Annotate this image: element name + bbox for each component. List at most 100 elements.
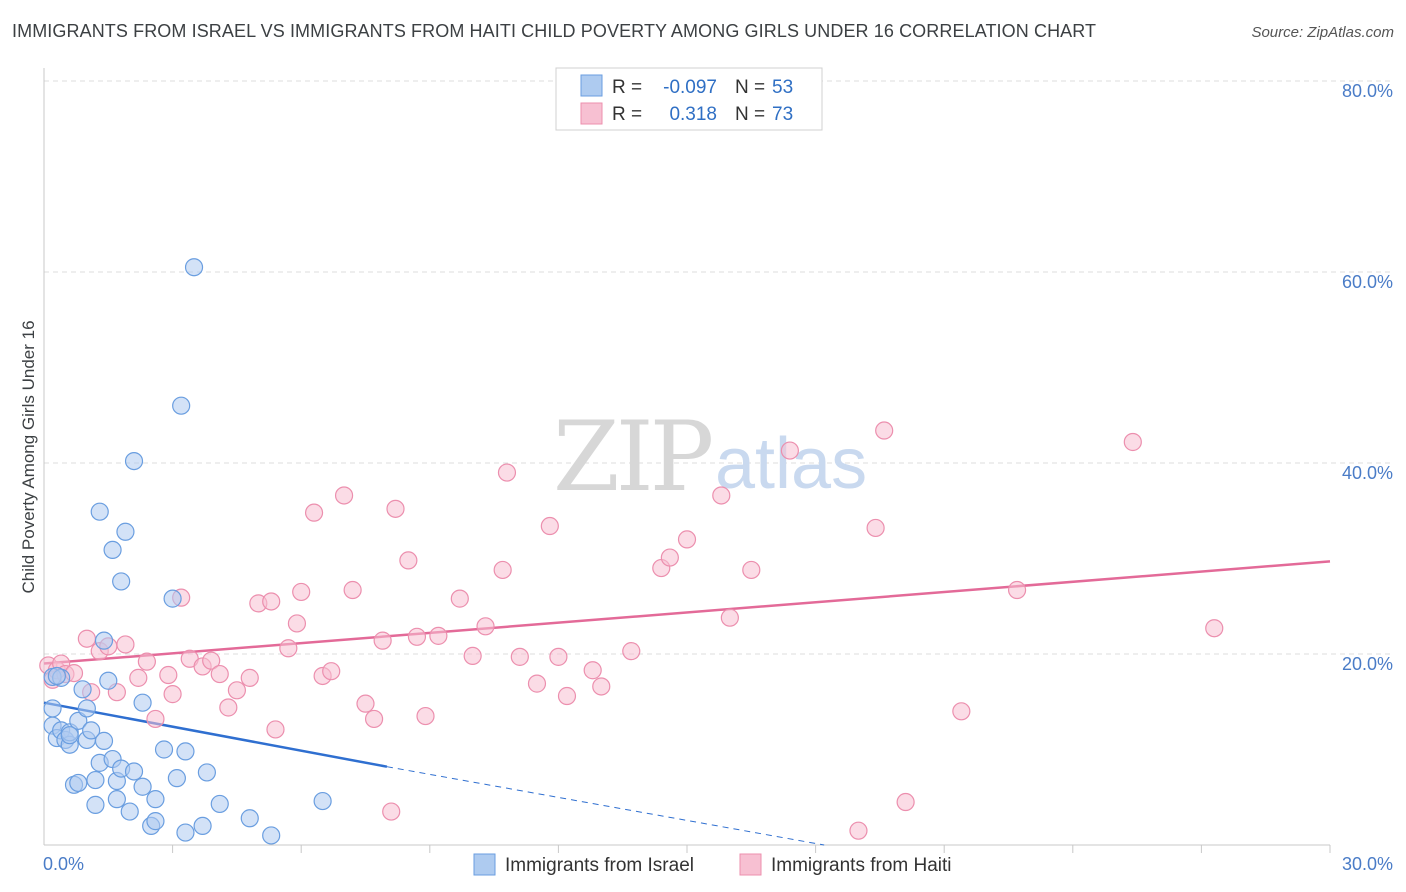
- legend-r-value-haiti: 0.318: [669, 104, 717, 125]
- israel-point: [94, 631, 114, 650]
- x-tick-label-min: 0.0%: [43, 854, 84, 874]
- watermark-atlas: atlas: [715, 424, 867, 504]
- series-legend: Immigrants from Israel Immigrants from H…: [473, 853, 952, 876]
- grid-lines: [44, 80, 1393, 655]
- haiti-point: [266, 720, 285, 739]
- legend-swatch-israel: [580, 74, 603, 97]
- haiti-point: [77, 629, 96, 648]
- haiti-point: [129, 668, 148, 687]
- haiti-point: [407, 627, 427, 646]
- haiti-point: [334, 486, 354, 505]
- israel-point: [69, 773, 88, 793]
- haiti-point: [1205, 619, 1224, 638]
- source-credit: Source: ZipAtlas.com: [1251, 24, 1394, 41]
- chart-title: IMMIGRANTS FROM ISRAEL VS IMMIGRANTS FRO…: [12, 21, 1097, 41]
- haiti-point: [159, 665, 178, 685]
- israel-point: [133, 693, 152, 712]
- israel-point: [124, 451, 144, 471]
- israel-trend-extension: [386, 766, 825, 846]
- haiti-point: [712, 486, 731, 505]
- haiti-point: [742, 560, 761, 580]
- israel-trend-line: [43, 701, 388, 768]
- israel-point: [116, 522, 135, 541]
- haiti-trend-line: [43, 560, 1331, 665]
- israel-point: [47, 666, 66, 686]
- y-axis-title: Child Poverty Among Girls Under 16: [19, 320, 38, 593]
- haiti-point: [549, 647, 568, 666]
- haiti-point: [896, 792, 915, 812]
- haiti-point: [622, 642, 641, 661]
- israel-point: [90, 502, 109, 521]
- y-tick-label: 20.0%: [1342, 654, 1393, 674]
- haiti-point: [952, 702, 971, 721]
- israel-point: [86, 770, 105, 790]
- legend-r-value-israel: -0.097: [663, 77, 717, 98]
- haiti-point: [429, 626, 448, 645]
- haiti-point: [875, 421, 894, 440]
- y-tick-label: 80.0%: [1342, 81, 1393, 101]
- bottom-legend-swatch-haiti: [739, 853, 762, 876]
- israel-point: [176, 823, 195, 842]
- israel-point: [184, 258, 204, 277]
- israel-point: [262, 826, 281, 845]
- israel-point: [163, 589, 182, 608]
- haiti-point: [373, 631, 392, 650]
- israel-point: [86, 795, 105, 814]
- haiti-point: [343, 580, 362, 600]
- israel-point: [240, 809, 259, 828]
- haiti-point: [137, 652, 156, 671]
- haiti-point: [540, 516, 559, 536]
- haiti-point: [163, 685, 182, 704]
- haiti-point: [583, 661, 602, 680]
- haiti-point: [476, 617, 495, 636]
- israel-point: [172, 396, 191, 415]
- haiti-point: [527, 674, 547, 693]
- israel-point: [146, 790, 165, 809]
- haiti-point: [510, 647, 529, 666]
- legend-r-label-israel: R =: [612, 77, 642, 98]
- bottom-legend-swatch-israel: [473, 853, 496, 876]
- haiti-point: [677, 530, 697, 549]
- y-tick-label: 40.0%: [1342, 463, 1393, 483]
- israel-point: [94, 731, 114, 751]
- israel-point: [124, 762, 144, 781]
- legend-swatch-haiti: [580, 102, 603, 125]
- correlation-legend: R = -0.097 N = 53 R = 0.318 N = 73: [555, 67, 823, 131]
- watermark: ZIP atlas: [553, 401, 867, 513]
- watermark-zip: ZIP: [553, 401, 712, 513]
- y-tick-label: 60.0%: [1342, 272, 1393, 292]
- israel-point: [112, 572, 131, 591]
- bottom-legend-label-israel: Immigrants from Israel: [505, 855, 694, 876]
- haiti-point: [497, 463, 517, 482]
- haiti-point: [463, 646, 482, 666]
- haiti-point: [660, 548, 679, 567]
- haiti-point: [557, 686, 577, 706]
- israel-point: [120, 802, 139, 821]
- data-points: [39, 258, 1224, 845]
- israel-point: [167, 769, 186, 788]
- israel-point: [73, 680, 92, 699]
- haiti-point: [322, 662, 341, 681]
- israel-point: [69, 711, 88, 730]
- haiti-point: [304, 503, 324, 522]
- haiti-point: [202, 651, 221, 670]
- haiti-point: [287, 614, 307, 633]
- haiti-point: [849, 821, 868, 840]
- haiti-point: [279, 639, 298, 658]
- haiti-point: [146, 709, 165, 729]
- bottom-legend-label-haiti: Immigrants from Haiti: [771, 855, 952, 876]
- israel-point: [133, 777, 152, 796]
- haiti-point: [364, 709, 384, 729]
- israel-point: [107, 790, 126, 809]
- legend-r-label-haiti: R =: [612, 104, 642, 125]
- legend-n-value-israel: 53: [772, 77, 793, 98]
- israel-point: [210, 794, 229, 814]
- trend-lines: [43, 560, 1331, 846]
- israel-point: [82, 721, 101, 740]
- israel-point: [197, 763, 216, 782]
- haiti-point: [1007, 580, 1027, 600]
- haiti-point: [262, 592, 281, 611]
- israel-point: [43, 699, 62, 718]
- legend-n-label-israel: N =: [735, 77, 765, 98]
- israel-point: [77, 699, 96, 718]
